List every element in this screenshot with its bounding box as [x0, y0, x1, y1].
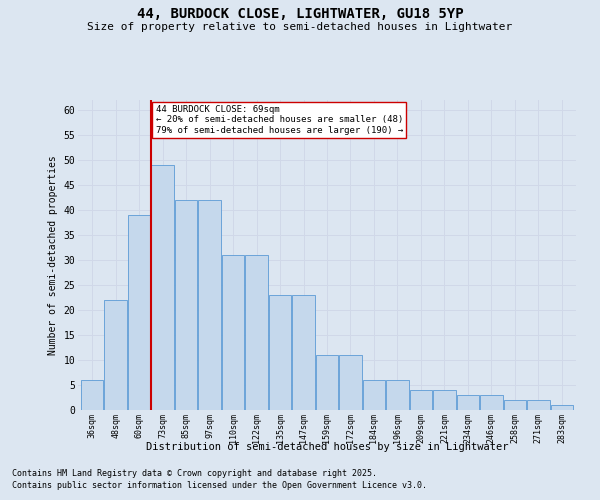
Bar	[175, 200, 197, 410]
Bar	[292, 295, 314, 410]
Bar	[386, 380, 409, 410]
Bar	[222, 255, 244, 410]
Bar	[504, 400, 526, 410]
Bar	[340, 355, 362, 410]
Bar	[551, 405, 573, 410]
Bar	[527, 400, 550, 410]
Bar	[245, 255, 268, 410]
Text: Distribution of semi-detached houses by size in Lightwater: Distribution of semi-detached houses by …	[146, 442, 508, 452]
Text: 44, BURDOCK CLOSE, LIGHTWATER, GU18 5YP: 44, BURDOCK CLOSE, LIGHTWATER, GU18 5YP	[137, 8, 463, 22]
Bar	[480, 395, 503, 410]
Bar	[433, 390, 455, 410]
Bar	[199, 200, 221, 410]
Bar	[269, 295, 291, 410]
Text: Size of property relative to semi-detached houses in Lightwater: Size of property relative to semi-detach…	[88, 22, 512, 32]
Text: Contains HM Land Registry data © Crown copyright and database right 2025.: Contains HM Land Registry data © Crown c…	[12, 468, 377, 477]
Bar	[316, 355, 338, 410]
Text: 44 BURDOCK CLOSE: 69sqm
← 20% of semi-detached houses are smaller (48)
79% of se: 44 BURDOCK CLOSE: 69sqm ← 20% of semi-de…	[155, 105, 403, 135]
Text: Contains public sector information licensed under the Open Government Licence v3: Contains public sector information licen…	[12, 481, 427, 490]
Bar	[104, 300, 127, 410]
Bar	[363, 380, 385, 410]
Bar	[410, 390, 432, 410]
Bar	[128, 215, 150, 410]
Bar	[457, 395, 479, 410]
Bar	[151, 165, 174, 410]
Y-axis label: Number of semi-detached properties: Number of semi-detached properties	[48, 155, 58, 355]
Bar	[81, 380, 103, 410]
